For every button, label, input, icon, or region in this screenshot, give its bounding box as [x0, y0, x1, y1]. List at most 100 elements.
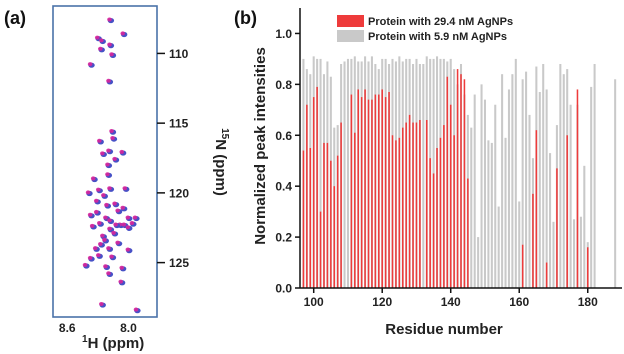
- bar-5-9nm: [494, 104, 497, 289]
- bar-5-9nm: [559, 64, 562, 288]
- spectrum-peak-magenta: [85, 190, 91, 195]
- spectrum-peak-magenta: [115, 208, 120, 213]
- spectrum-peak-magenta: [113, 222, 118, 227]
- spectrum-peak-magenta: [120, 31, 126, 36]
- proton-label-text: H (ppm): [88, 335, 145, 352]
- spectrum-peak-magenta: [105, 162, 110, 167]
- y-tick-label: 0.4: [275, 180, 292, 194]
- bar-29-4nm: [336, 155, 339, 288]
- y-axis-ticks: 0.0 0.2 0.4 0.6 0.8 1.0: [275, 27, 300, 296]
- bar-5-9nm: [343, 61, 346, 288]
- bar-5-9nm: [480, 84, 483, 288]
- bar-5-9nm: [538, 92, 541, 288]
- spectrum-peak-magenta: [107, 218, 112, 223]
- spectrum-peak-magenta: [106, 271, 111, 276]
- spectrum-peak-magenta: [100, 233, 105, 238]
- bar-29-4nm: [364, 89, 366, 288]
- bar-5-9nm: [579, 216, 582, 288]
- bar-5-9nm: [521, 79, 524, 288]
- bar-29-4nm: [467, 178, 469, 288]
- bar-29-4nm: [439, 137, 442, 288]
- bar-29-4nm: [312, 97, 315, 288]
- y-tick-label: 1.0: [275, 27, 292, 41]
- bar-5-9nm: [490, 142, 493, 288]
- bar-29-4nm: [374, 94, 377, 288]
- spectrum-peak-magenta: [100, 151, 105, 156]
- spectrum-peak-magenta: [109, 129, 114, 134]
- spectrum-peak-magenta: [106, 246, 111, 251]
- proton-axis-label: 1H (ppm): [82, 334, 144, 352]
- bar-5-9nm: [319, 58, 322, 289]
- bar-5-9nm: [483, 99, 487, 289]
- spectrum-peak-magenta: [111, 230, 116, 235]
- spectrum-peak-magenta: [129, 221, 135, 226]
- spectrum-peak-magenta: [104, 202, 109, 207]
- legend-swatch-red: [337, 15, 364, 27]
- spectrum-peak-magenta: [107, 17, 112, 22]
- bar-5-9nm: [545, 89, 548, 288]
- bar-29-4nm: [401, 127, 404, 289]
- spectrum-peak-magenta: [125, 247, 131, 252]
- spectrum-peak-magenta: [95, 253, 101, 258]
- bar-29-4nm: [586, 247, 589, 288]
- bar-29-4nm: [443, 125, 445, 288]
- bar-29-4nm: [566, 135, 568, 288]
- spectrum-peak-magenta: [109, 52, 114, 57]
- spectrum-peak-magenta: [102, 237, 107, 242]
- bar-5-9nm: [487, 140, 490, 288]
- spectrum-peak-magenta: [101, 193, 106, 198]
- nitrogen-tick-label: 120: [169, 186, 189, 200]
- bar-29-4nm: [350, 94, 353, 288]
- spectrum-peak-magenta: [119, 149, 125, 154]
- bar-5-9nm: [614, 79, 617, 288]
- y-axis-title: Normalized peak intensities: [252, 47, 269, 245]
- bar-29-4nm: [556, 168, 558, 288]
- bar-29-4nm: [398, 137, 401, 288]
- spectrum-peak-magenta: [107, 226, 112, 231]
- bar-29-4nm: [306, 104, 308, 289]
- bar-29-4nm: [545, 262, 548, 288]
- bar-29-4nm: [446, 76, 449, 289]
- bar-29-4nm: [381, 89, 383, 288]
- bar-5-9nm: [473, 94, 476, 288]
- y-tick-label: 0.2: [275, 231, 292, 245]
- spectrum-peak-magenta: [118, 279, 124, 284]
- spectrum-peak-magenta: [106, 78, 111, 83]
- spectrum-peak-magenta: [93, 209, 99, 214]
- spectrum-peak-magenta: [125, 215, 131, 220]
- bar-29-4nm: [391, 135, 394, 288]
- bar-29-4nm: [405, 122, 407, 288]
- nitrogen-axis-ticks: 110 115 120 125: [157, 47, 189, 270]
- bar-5-9nm: [477, 237, 480, 288]
- x-tick-label: 140: [441, 295, 461, 309]
- spectrum-frame: [52, 5, 158, 318]
- x-tick-label: 100: [304, 295, 324, 309]
- bar-29-4nm: [309, 148, 312, 288]
- spectrum-peak-magenta: [94, 35, 100, 40]
- bar-29-4nm: [463, 79, 466, 288]
- spectrum-peak-magenta: [125, 225, 131, 230]
- bar-29-4nm: [408, 114, 411, 288]
- bar-5-9nm: [542, 64, 545, 288]
- spectrum-peak-magenta: [90, 176, 96, 181]
- bar-29-4nm: [449, 104, 452, 289]
- spectrum-peak-magenta: [98, 241, 103, 246]
- bar-29-4nm: [460, 74, 462, 288]
- bar-29-4nm: [432, 173, 435, 288]
- spectrum-peak-magenta: [121, 222, 127, 227]
- x-tick-label: 120: [372, 295, 392, 309]
- nitrogen-tick-label: 110: [169, 47, 189, 61]
- spectrum-peak-magenta: [82, 262, 88, 267]
- bar-5-9nm: [501, 74, 504, 288]
- svg-text:15N (ppm): 15N (ppm): [212, 128, 230, 196]
- x-axis-ticks: 100 120 140 160 180: [304, 288, 598, 309]
- x-tick-label: 180: [578, 295, 598, 309]
- legend-label-gray: Protein with 5.9 nM AgNPs: [368, 31, 507, 43]
- nitrogen-axis-label: 15N (ppm): [212, 128, 230, 196]
- bar-29-4nm: [367, 99, 370, 289]
- spectrum-peak-magenta: [119, 265, 125, 270]
- bar-29-4nm: [576, 89, 579, 288]
- bar-29-4nm: [316, 86, 318, 288]
- spectrum-peak-magenta: [89, 223, 95, 228]
- bar-29-4nm: [371, 99, 373, 289]
